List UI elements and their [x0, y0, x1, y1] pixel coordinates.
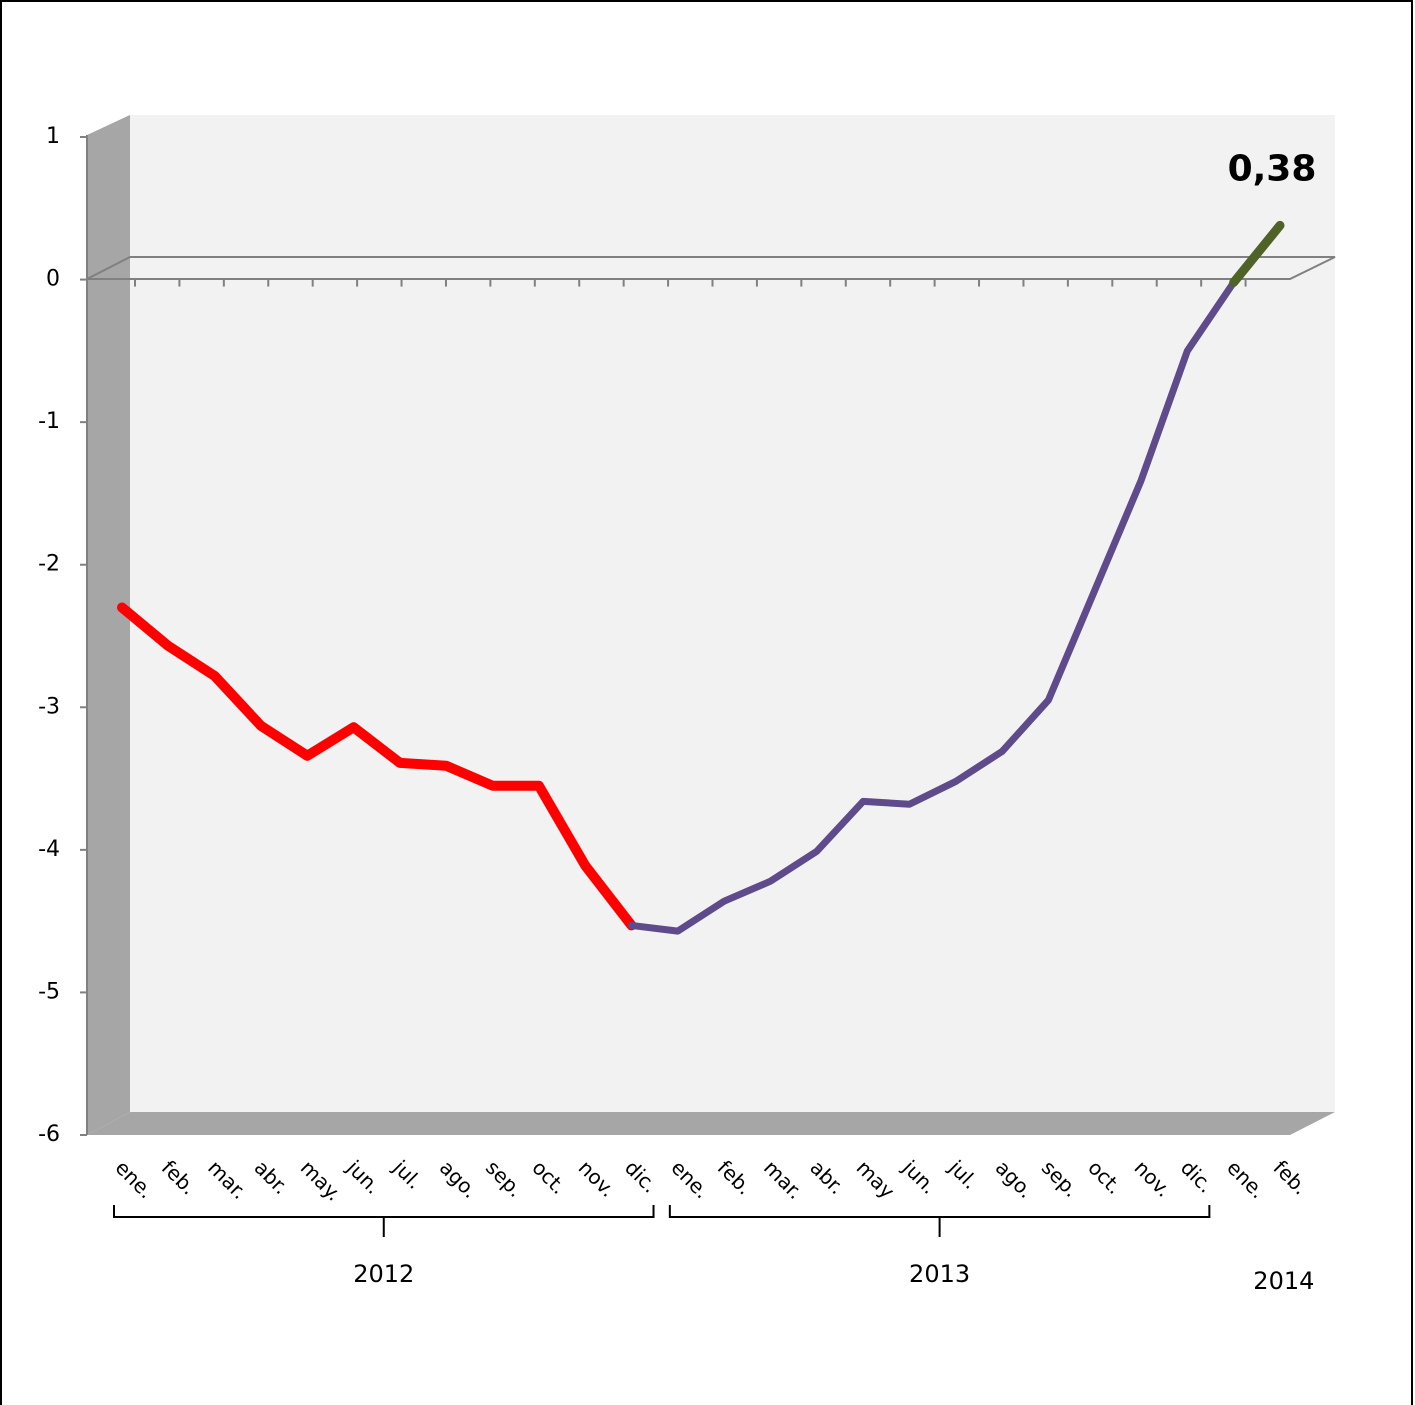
- group-label: 2013: [909, 1260, 970, 1288]
- back-wall: [130, 115, 1335, 1112]
- zero-plane: [86, 256, 1336, 280]
- y-tick-label: 1: [46, 124, 60, 149]
- data-label: 0,38: [1228, 148, 1317, 189]
- floor: [87, 1112, 1335, 1135]
- y-tick-label: -5: [38, 979, 60, 1004]
- group-brace: [668, 1205, 1211, 1237]
- group-brace: [113, 1205, 655, 1237]
- y-tick-label: 0: [46, 267, 60, 292]
- data-line: [628, 278, 1238, 935]
- y-tick-label: -6: [38, 1122, 60, 1147]
- y-tick-label: -1: [38, 409, 60, 434]
- data-line: [117, 602, 637, 931]
- side-wall: [87, 115, 130, 1135]
- group-label: 2012: [353, 1260, 414, 1288]
- data-line: [1229, 220, 1285, 287]
- y-tick-label: -4: [38, 837, 60, 862]
- group-label: 2014: [1253, 1267, 1314, 1295]
- y-tick-label: -3: [38, 694, 60, 719]
- y-tick-label: -2: [38, 552, 60, 577]
